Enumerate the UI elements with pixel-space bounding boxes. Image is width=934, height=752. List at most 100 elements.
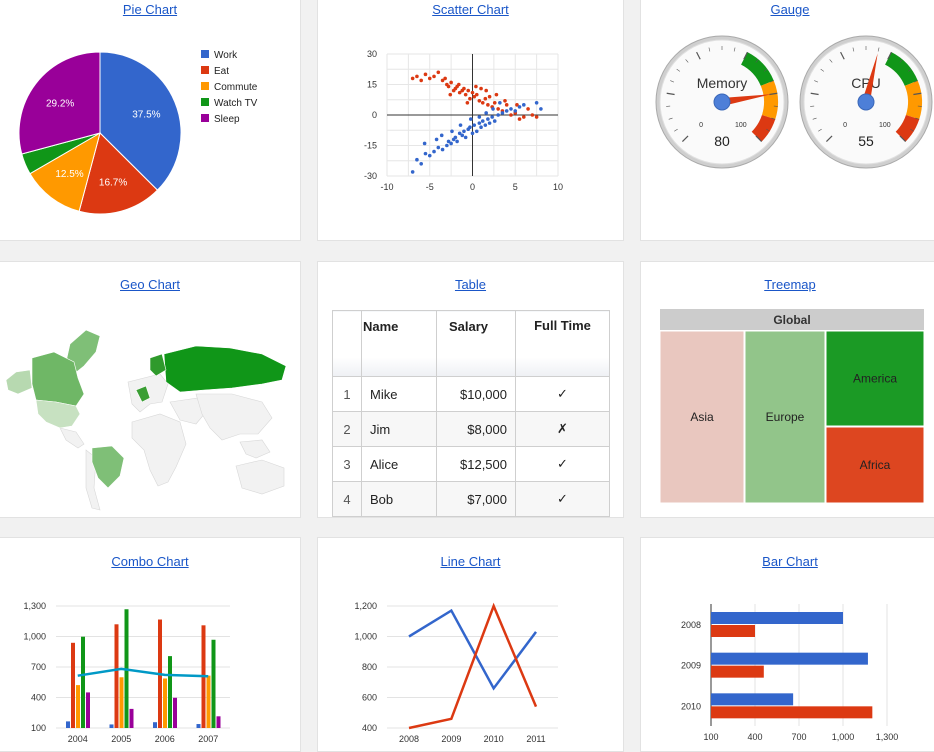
scatter-point (432, 150, 436, 154)
table-row[interactable]: 3 Alice $12,500 ✓ (333, 447, 610, 482)
map-region-brazil (92, 446, 124, 488)
legend-entry: Sleep (214, 114, 240, 125)
scatter-point (484, 89, 488, 93)
scatter-point (478, 121, 482, 125)
scatter-point (478, 99, 482, 103)
scatter-point (471, 91, 475, 95)
scatter-point (479, 87, 483, 91)
pie-slice-label: 16.7% (99, 177, 127, 188)
map-region-se-asia (240, 440, 270, 458)
map-region-scandinavia (150, 354, 166, 376)
scatter-point (495, 93, 499, 97)
x-tick-label: 10 (553, 182, 563, 192)
line-series (409, 611, 536, 689)
header-index[interactable] (333, 311, 362, 377)
scatter-point (415, 158, 419, 162)
geo-chart-panel: Geo Chart (0, 261, 301, 518)
row-salary: $8,000 (437, 412, 516, 447)
scatter-point (468, 97, 472, 101)
y-tick-label: 400 (362, 723, 377, 733)
row-salary: $12,500 (437, 447, 516, 482)
combo-bar (110, 724, 114, 728)
scatter-point (464, 136, 468, 140)
x-tick-label: 400 (747, 732, 762, 742)
y-tick-label: 1,000 (23, 632, 46, 642)
scatter-point (484, 111, 488, 115)
table-row[interactable]: 4 Bob $7,000 ✓ (333, 482, 610, 517)
combo-bar (197, 724, 201, 728)
table-row[interactable]: 2 Jim $8,000 ✗ (333, 412, 610, 447)
legend-swatch (201, 66, 209, 74)
row-name: Alice (362, 447, 437, 482)
treemap-root-label: Global (773, 313, 810, 327)
gauge-label: CPU (851, 75, 881, 91)
y-tick-label: 1,000 (354, 632, 377, 642)
gauge-min-label: 0 (699, 122, 703, 129)
row-index: 1 (333, 377, 362, 412)
row-salary: $10,000 (437, 377, 516, 412)
x-tick-label: 2004 (68, 734, 88, 744)
scatter-point (466, 89, 470, 93)
gauge-hub (714, 94, 730, 110)
gauge-min-label: 0 (843, 122, 847, 129)
bar-horizontal (711, 706, 872, 718)
y-tick-label: 1,200 (354, 601, 377, 611)
scatter-point (428, 154, 432, 158)
scatter-point (539, 107, 543, 111)
scatter-point (479, 125, 483, 129)
header-full-time[interactable]: Full Time (516, 311, 610, 377)
world-map (0, 262, 300, 517)
y-tick-label: 800 (362, 662, 377, 672)
scatter-point (424, 152, 428, 156)
row-full-time: ✓ (516, 482, 610, 517)
x-tick-label: 2005 (111, 734, 131, 744)
treemap-node-label: America (853, 372, 897, 386)
legend-entry: Work (214, 50, 238, 61)
x-tick-label: 100 (703, 732, 718, 742)
x-tick-label: 2010 (484, 734, 504, 744)
legend-entry: Commute (214, 82, 258, 93)
scatter-point (501, 111, 505, 115)
scatter-point (481, 119, 485, 123)
table-row[interactable]: 1 Mike $10,000 ✓ (333, 377, 610, 412)
legend-swatch (201, 50, 209, 58)
scatter-point (488, 95, 492, 99)
table-header-row: Name Salary Full Time (333, 311, 610, 377)
legend-swatch (201, 98, 209, 106)
scatter-point (462, 129, 466, 133)
scatter-point (441, 148, 445, 152)
scatter-point (486, 117, 490, 121)
scatter-point (481, 101, 485, 105)
scatter-point (449, 81, 453, 85)
scatter-point (464, 93, 468, 97)
scatter-point (478, 115, 482, 119)
scatter-point (474, 85, 478, 89)
scatter-point (435, 138, 439, 142)
combo-bar (86, 692, 90, 728)
table-title[interactable]: Table (318, 277, 623, 292)
gauge-value: 80 (714, 133, 730, 149)
header-salary[interactable]: Salary (437, 311, 516, 377)
map-region-russia (164, 346, 286, 392)
y-tick-label: 0 (372, 110, 377, 120)
scatter-point (419, 79, 423, 83)
bar-horizontal (711, 625, 755, 637)
y-tick-label: -15 (364, 141, 377, 151)
bar-horizontal (711, 653, 868, 665)
row-index: 4 (333, 482, 362, 517)
row-name: Mike (362, 377, 437, 412)
treemap-node-label: Asia (690, 410, 714, 424)
scatter-point (450, 129, 454, 133)
scatter-point (493, 101, 497, 105)
row-index: 2 (333, 412, 362, 447)
header-name[interactable]: Name (362, 311, 437, 377)
scatter-point (462, 87, 466, 91)
scatter-point (509, 113, 513, 117)
combo-bar (76, 685, 80, 728)
